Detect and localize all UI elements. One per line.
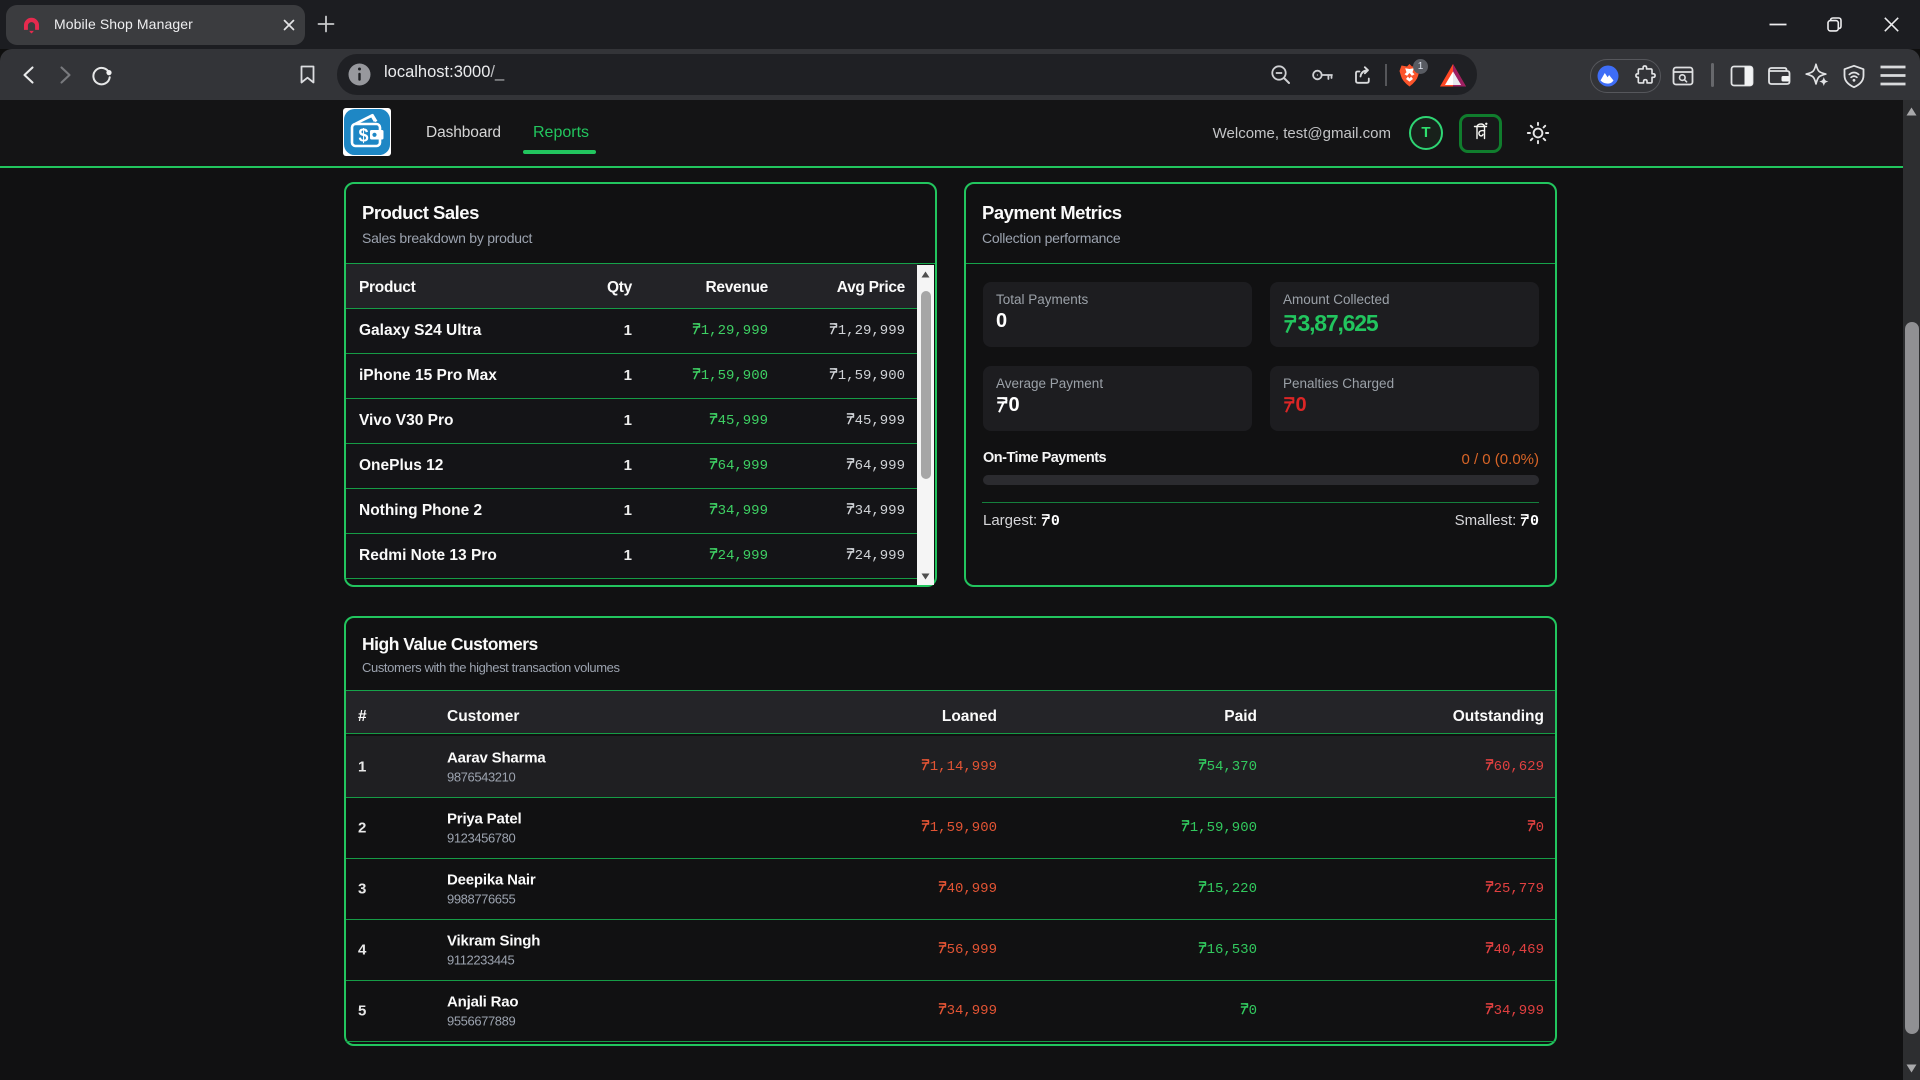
svg-text:$: $ [358,126,368,146]
